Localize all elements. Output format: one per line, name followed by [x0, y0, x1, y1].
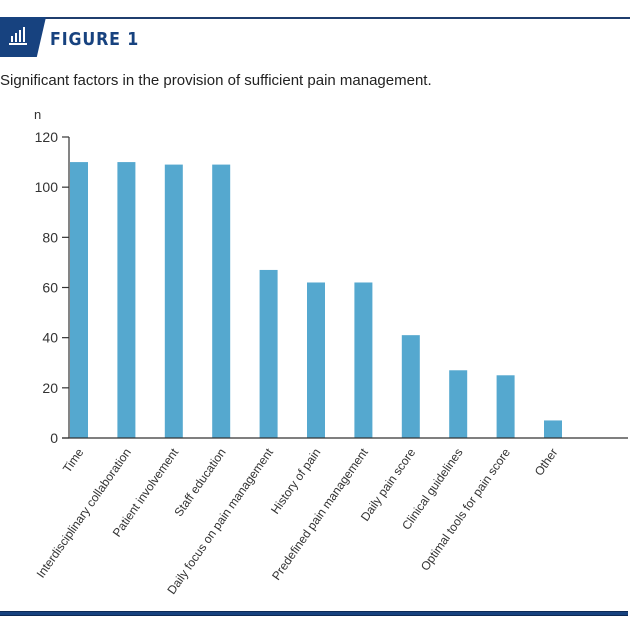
- bar-chart: n 0 20 40 60 80 100 120 TimeInterdisciplinary …: [34, 107, 628, 597]
- figure-badge: [0, 17, 46, 57]
- bar: [164, 164, 183, 438]
- bars: [70, 162, 562, 439]
- y-axis: 0 20 40 60 80 100 120: [35, 129, 70, 446]
- bar: [496, 375, 515, 438]
- bar: [544, 420, 562, 438]
- bar: [307, 282, 325, 438]
- x-tick-label: Other: [532, 446, 561, 479]
- y-tick-label: 20: [42, 380, 58, 396]
- x-tick-label: Optimal tools for pain score: [418, 445, 513, 573]
- y-tick-label: 120: [35, 129, 59, 145]
- bottom-rule: [0, 611, 628, 616]
- chart-subtitle: Significant factors in the provision of …: [0, 72, 432, 89]
- bar: [117, 162, 136, 439]
- y-tick-label: 80: [42, 229, 58, 245]
- figure-label: FIGURE 1: [50, 29, 140, 50]
- x-tick-label: History of pain: [268, 446, 323, 517]
- x-tick-label: Interdisciplinary collaboration: [34, 446, 134, 581]
- bar: [212, 164, 231, 438]
- bar: [70, 162, 88, 439]
- x-tick-label: Daily focus on pain management: [164, 445, 276, 597]
- y-tick-label: 60: [42, 280, 58, 296]
- bar: [401, 335, 420, 438]
- bar: [354, 282, 373, 438]
- y-tick-label: 0: [50, 430, 58, 446]
- bar: [259, 269, 278, 438]
- x-tick-label: Time: [60, 445, 87, 475]
- y-tick-label: 100: [35, 179, 59, 195]
- y-axis-label: n: [34, 107, 41, 122]
- bar-chart-icon: [9, 27, 27, 45]
- y-tick-label: 40: [42, 330, 58, 346]
- x-tick-label: Predefined pain management: [269, 445, 371, 583]
- top-rule: [0, 17, 630, 19]
- bar: [449, 370, 468, 438]
